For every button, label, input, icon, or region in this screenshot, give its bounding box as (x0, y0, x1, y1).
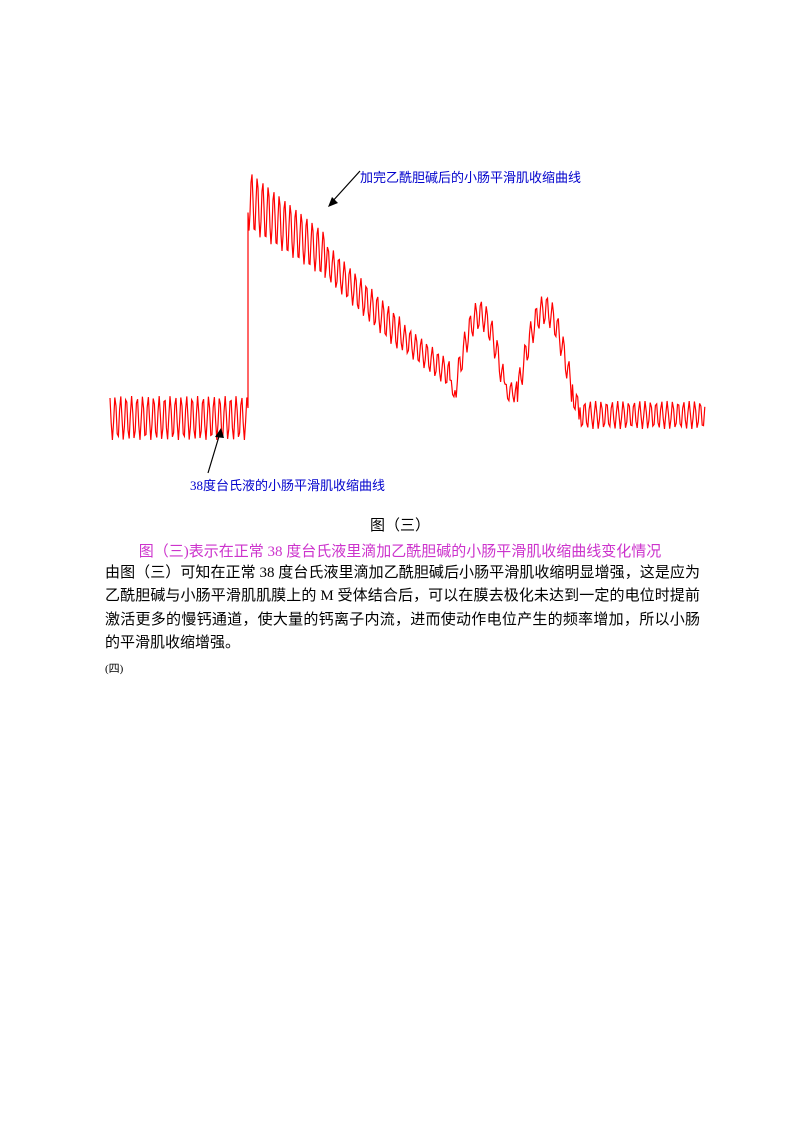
figure-label: 图（三） (0, 514, 800, 535)
annotation-bottom-label: 38度台氏液的小肠平滑肌收缩曲线 (190, 475, 385, 494)
section-marker: (四) (105, 660, 123, 676)
annotation-top-label: 加完乙酰胆碱后的小肠平滑肌收缩曲线 (360, 167, 581, 186)
body-paragraph: 由图（三）可知在正常 38 度台氏液里滴加乙酰胆碱后小肠平滑肌收缩明显增强，这是… (105, 562, 700, 655)
figure-caption: 图（三)表示在正常 38 度台氏液里滴加乙酰胆碱的小肠平滑肌收缩曲线变化情况 (0, 540, 800, 561)
contraction-trace (110, 174, 705, 440)
bottom-arrow (188, 425, 228, 477)
top-arrow (325, 165, 365, 210)
